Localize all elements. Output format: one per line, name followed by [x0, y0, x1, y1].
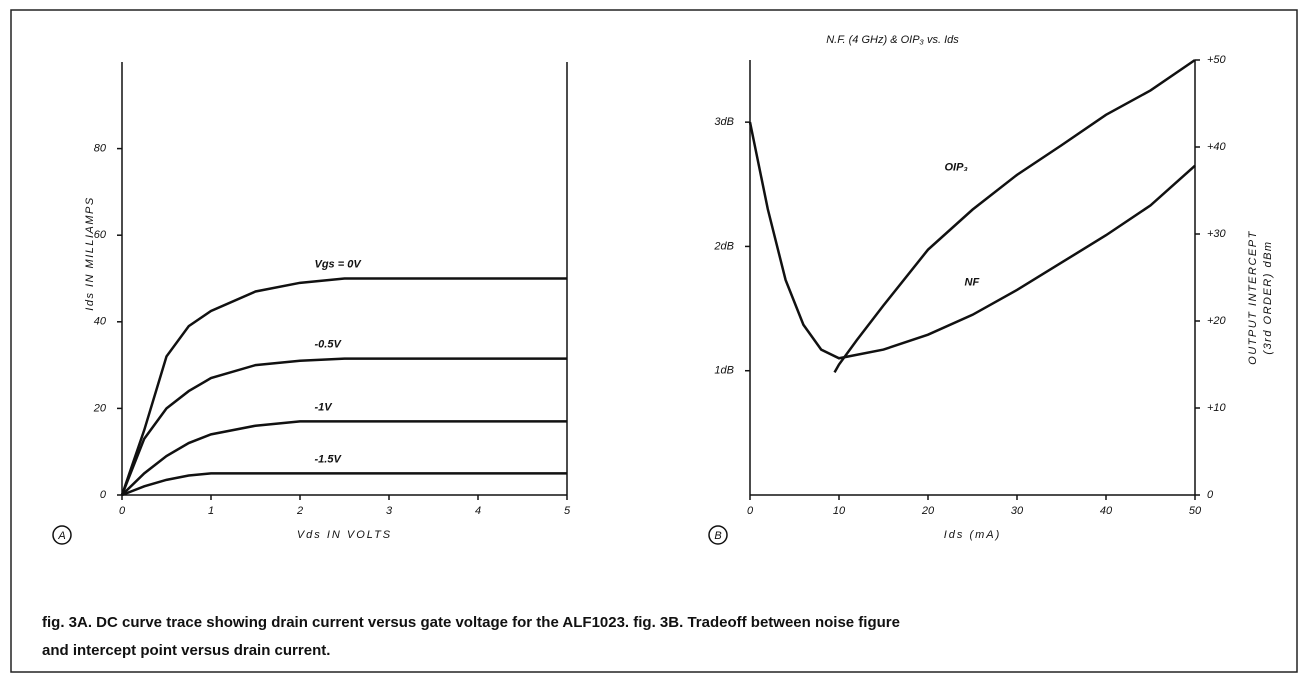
panel-label: A — [57, 530, 65, 542]
series-label: OIP₃ — [945, 162, 968, 174]
y2-tick-label: +30 — [1207, 228, 1227, 240]
series-label: -0.5V — [315, 339, 343, 351]
caption-line: and intercept point versus drain current… — [42, 642, 330, 659]
series-label: Vgs = 0V — [315, 258, 363, 270]
panel-marker — [52, 525, 72, 545]
y-tick-label: 3dB — [714, 116, 734, 128]
y2-tick-label: +20 — [1207, 315, 1227, 327]
y2-tick-label: +40 — [1207, 141, 1227, 153]
x-tick-label: 30 — [1011, 505, 1024, 517]
curve — [121, 472, 567, 497]
x-tick-label: 10 — [833, 505, 846, 517]
panel-label: B — [714, 530, 721, 542]
y-tick-label: 2dB — [713, 240, 734, 252]
caption-line: fig. 3A. DC curve trace showing drain cu… — [42, 614, 900, 631]
y-axis-label: Ids IN MILLIAMPS — [84, 196, 96, 310]
y2-tick-label: +50 — [1207, 54, 1227, 66]
x-tick-label: 3 — [386, 505, 393, 517]
curve — [833, 58, 1196, 373]
y-tick-label: 40 — [94, 316, 107, 328]
x-tick-label: 50 — [1189, 505, 1202, 517]
x-tick-label: 4 — [475, 505, 481, 517]
y2-tick-label: 0 — [1207, 489, 1214, 501]
y2-axis-label: OUTPUT INTERCEPT — [1247, 230, 1259, 365]
x-tick-label: 20 — [921, 505, 935, 517]
y2-tick-label: +10 — [1207, 402, 1227, 414]
y-tick-label: 20 — [93, 402, 107, 414]
y2-axis-label: (3rd ORDER) dBm — [1262, 240, 1274, 354]
curve — [120, 357, 567, 496]
curve — [748, 121, 1196, 360]
x-tick-label: 2 — [296, 505, 303, 517]
chart-title: N.F. (4 GHz) & OIP₃ vs. Ids — [826, 34, 959, 46]
series-label: -1.5V — [315, 453, 343, 465]
x-axis-label: Vds IN VOLTS — [297, 529, 392, 541]
y-tick-label: 80 — [94, 143, 107, 155]
y-tick-label: 60 — [94, 229, 107, 241]
x-tick-label: 5 — [564, 505, 571, 517]
frame — [10, 9, 1298, 673]
x-tick-label: 0 — [119, 505, 126, 517]
curve — [121, 420, 567, 496]
series-label: NF — [965, 277, 980, 289]
series-label: -1V — [315, 401, 334, 413]
y-tick-label: 0 — [100, 489, 107, 501]
x-tick-label: 1 — [208, 505, 214, 517]
x-tick-label: 40 — [1100, 505, 1113, 517]
x-axis-label: Ids (mA) — [944, 529, 1002, 541]
curve — [120, 277, 567, 496]
x-tick-label: 0 — [747, 505, 754, 517]
panel-marker — [708, 525, 728, 545]
y-tick-label: 1dB — [714, 365, 734, 377]
